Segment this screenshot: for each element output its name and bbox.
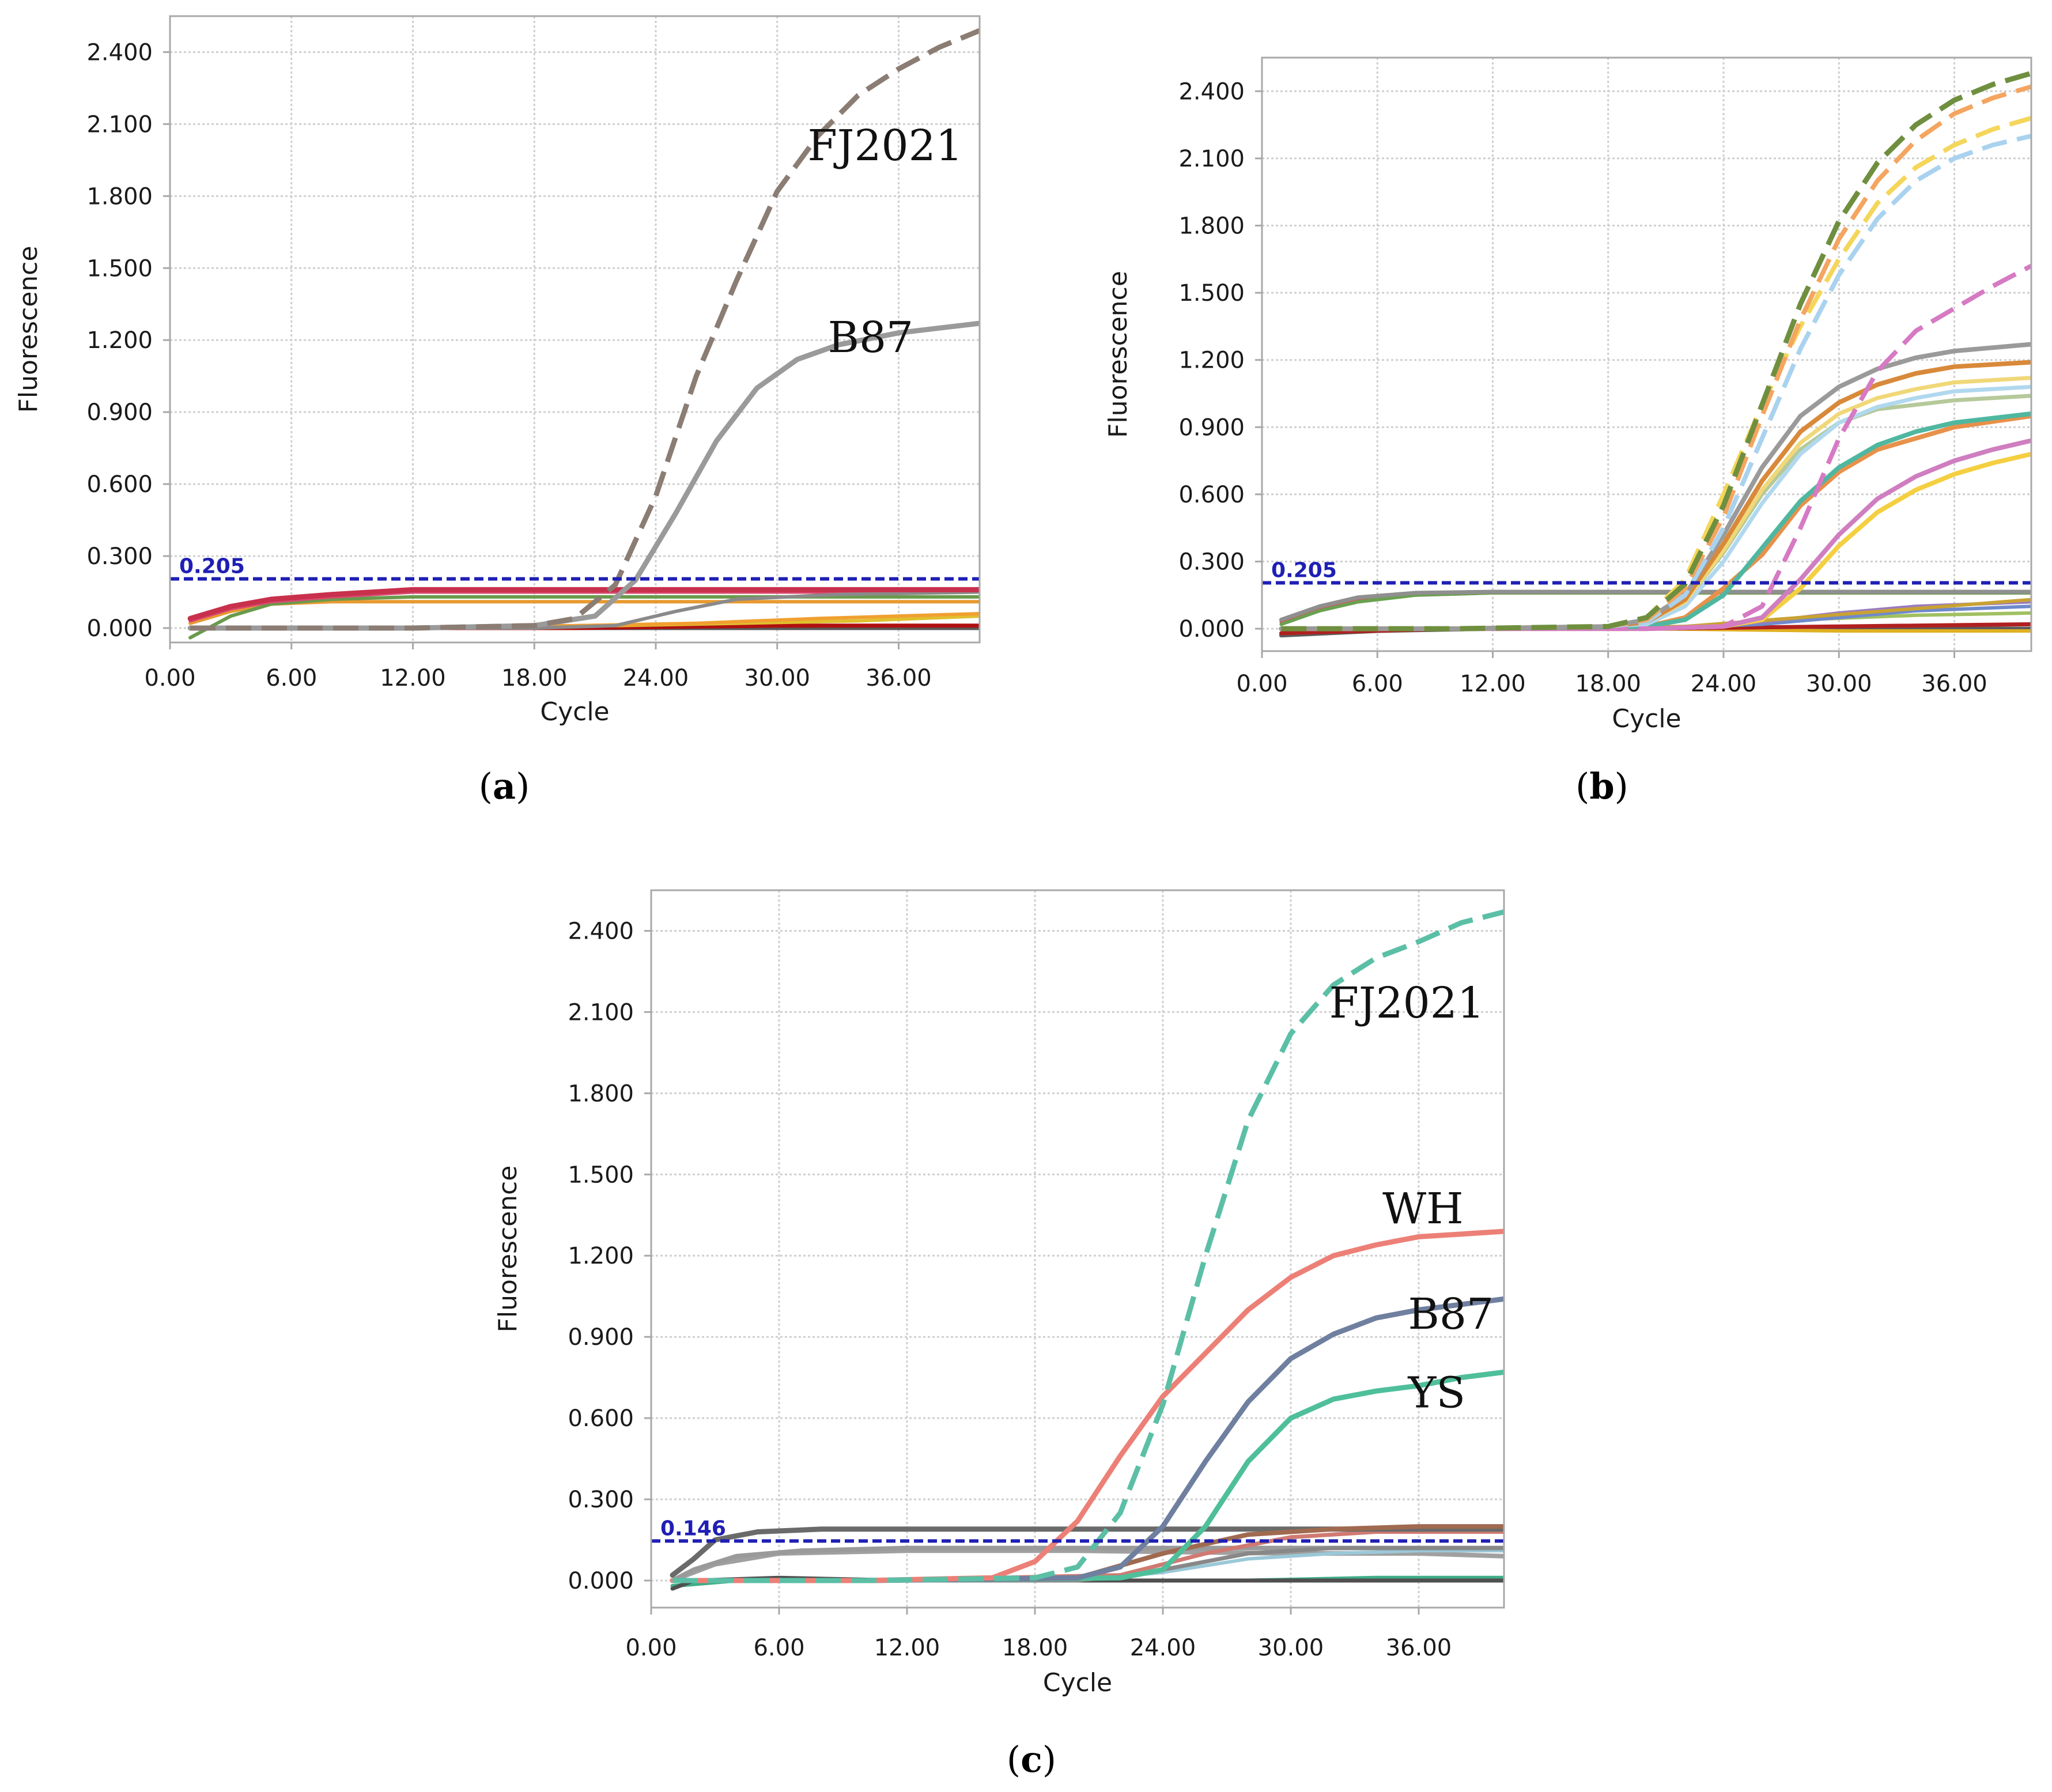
panel-b-series-line (1281, 263, 2031, 632)
panel-a-plot-area (170, 16, 980, 642)
panel-a-series-line (188, 595, 980, 640)
panel-a-series-group (187, 28, 980, 640)
panel-a-x-tick-label: 18.00 (501, 665, 568, 691)
panel-a-y-tick-label: 1.800 (86, 183, 153, 210)
panel-a-x-tick-label: 6.00 (266, 665, 317, 691)
panel-c-y-tick-label: 0.900 (568, 1324, 634, 1351)
panel-c-series-annotation: FJ2021 (1329, 978, 1484, 1028)
panel-b-y-tick-label: 1.800 (1178, 213, 1245, 240)
panel-c-y-axis-title: Fluorescence (493, 1166, 523, 1333)
panel-a-series-line-fj2021 (190, 28, 980, 631)
panel-c-x-tick-label: 30.00 (1258, 1635, 1324, 1661)
panel-c-series-line-fj2021 (672, 909, 1504, 1583)
panel-c-x-tick-label: 6.00 (753, 1635, 804, 1661)
panel-a-series-line (187, 587, 980, 621)
panel-c-y-tick-label: 0.600 (568, 1405, 634, 1432)
panel-a-x-tick-label: 0.00 (144, 665, 195, 691)
panel-b-series-line (1281, 70, 2031, 632)
panel-b-y-tick-label: 1.200 (1178, 347, 1245, 374)
panel-c-x-tick-label: 0.00 (625, 1635, 677, 1661)
panel-b-x-axis-title: Cycle (1612, 704, 1681, 734)
panel-c-x-tick-label: 36.00 (1386, 1635, 1452, 1661)
panel-a-y-tick-label: 0.300 (86, 543, 153, 570)
panel-b-x-tick-label: 24.00 (1691, 671, 1757, 697)
panel-b-y-tick-label: 0.600 (1178, 482, 1245, 508)
panel-a-series-annotation: FJ2021 (807, 121, 962, 171)
panel-b-y-tick-label: 2.400 (1178, 78, 1245, 105)
panel-b-series-line (1279, 589, 2031, 622)
panel-c-series-line (670, 1526, 1504, 1578)
panel-c-y-tick-label: 0.300 (568, 1487, 634, 1513)
caption-letter-b: b (1589, 765, 1614, 807)
panel-b-y-tick-label: 2.100 (1178, 146, 1245, 172)
panel-c-series-group (670, 909, 1504, 1591)
panel-a-y-axis-title: Fluorescence (14, 246, 43, 413)
panel-b-x-tick-label: 30.00 (1806, 671, 1872, 697)
panel-c-y-tick-label: 1.500 (568, 1162, 634, 1188)
panel-a-series-annotation: B87 (828, 313, 914, 362)
panel-b-series-group (1279, 70, 2031, 638)
caption-panel-b: (b) (1575, 765, 1628, 807)
panel-b-threshold-label: 0.205 (1271, 558, 1337, 582)
panel-c-series-line-wh (670, 1228, 1504, 1583)
chart-panel-a: (a) 0.00 6.00 12.00 18.00 24.00 30.00 36.00 0.0… (14, 15, 981, 807)
panel-c-x-tick-label: 12.00 (874, 1635, 940, 1661)
panel-c-y-tick-label: 2.400 (568, 918, 634, 944)
caption-letter-c: c (1021, 1738, 1042, 1780)
panel-b-y-tick-label: 0.000 (1178, 616, 1245, 642)
panel-c-series-annotation: WH (1382, 1184, 1464, 1234)
panel-a-y-tick-label: 2.400 (86, 39, 153, 66)
chart-panel-c: (c) 0.00 6.00 12.00 18.00 24.00 30.00 36.00 0.0… (493, 889, 1505, 1780)
panel-a-y-tick-label: 0.900 (86, 399, 153, 426)
panel-a-x-tick-label: 24.00 (623, 665, 689, 691)
panel-c-y-tick-label: 1.800 (568, 1080, 634, 1107)
panel-c-x-axis-title: Cycle (1043, 1668, 1112, 1698)
caption-panel-a: (a) (479, 765, 530, 807)
panel-c-plot-frame (650, 889, 1505, 1609)
panel-c-series-line (670, 1545, 1504, 1583)
panel-b-x-tick-label: 0.00 (1236, 671, 1287, 697)
panel-b-x-tick-label: 18.00 (1575, 671, 1641, 697)
panel-b-y-axis-title: Fluorescence (1104, 271, 1133, 438)
panel-b-x-tick-label: 12.00 (1460, 671, 1526, 697)
panel-a-y-tick-label: 2.100 (86, 111, 153, 138)
panel-b-y-tick-label: 1.500 (1178, 280, 1245, 307)
panel-a-y-tick-label: 1.500 (86, 255, 153, 282)
panel-a-plot-frame (169, 15, 981, 644)
panel-b-y-tick-label: 0.900 (1178, 414, 1245, 441)
panel-a-y-tick-label: 0.000 (86, 615, 153, 642)
panel-a-x-tick-label: 12.00 (380, 665, 446, 691)
panel-b-x-tick-label: 36.00 (1921, 671, 1987, 697)
panel-c-y-tick-label: 2.100 (568, 999, 634, 1026)
panel-c-series-annotation: B87 (1408, 1290, 1494, 1339)
panel-c-x-tick-label: 18.00 (1002, 1635, 1068, 1661)
panel-b-y-tick-label: 0.300 (1178, 549, 1245, 576)
panel-a-threshold-label: 0.205 (179, 555, 245, 579)
panel-c-series-line-b87 (670, 1296, 1504, 1583)
panel-a-x-tick-label: 36.00 (866, 665, 932, 691)
panel-a-y-tick-label: 1.200 (86, 327, 153, 354)
panel-c-x-tick-label: 24.00 (1130, 1635, 1196, 1661)
panel-c-y-tick-label: 1.200 (568, 1243, 634, 1269)
panel-c-series-line (670, 1548, 1504, 1583)
panel-b-plot-frame (1261, 56, 2032, 652)
panel-b-x-tick-label: 6.00 (1352, 671, 1403, 697)
panel-c-threshold-label: 0.146 (660, 1517, 726, 1540)
panel-a-x-tick-label: 30.00 (744, 665, 810, 691)
panel-a-y-tick-label: 0.600 (86, 471, 153, 498)
caption-letter-a: a (493, 765, 516, 807)
panel-c-series-annotation: YS (1408, 1368, 1466, 1417)
caption-panel-c: (c) (1007, 1738, 1056, 1780)
panel-c-y-tick-label: 0.000 (568, 1568, 634, 1594)
chart-panel-b: (b) 0.00 6.00 12.00 18.00 24.00 30.00 36.00 0.0… (1104, 56, 2032, 807)
panel-a-x-axis-title: Cycle (540, 697, 609, 727)
